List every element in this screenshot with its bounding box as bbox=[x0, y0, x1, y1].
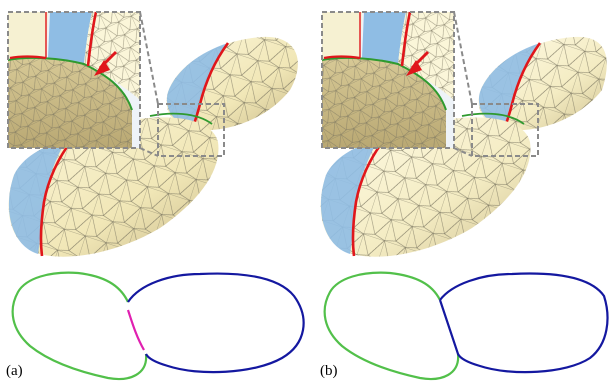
blue-region bbox=[478, 43, 540, 128]
contour-blue bbox=[127, 272, 305, 374]
panel-a: (a) bbox=[6, 11, 305, 381]
lower-ellipsoid bbox=[8, 112, 219, 257]
panel-a-contours bbox=[11, 271, 305, 381]
contour-blue bbox=[438, 272, 609, 374]
red-cut-curve bbox=[351, 139, 386, 257]
panel-b-contours bbox=[323, 271, 609, 381]
blue-region bbox=[320, 140, 378, 254]
upper-ellipsoid bbox=[166, 36, 298, 131]
arrow-icon bbox=[406, 50, 430, 76]
contact-boundary bbox=[149, 112, 213, 125]
blue-region bbox=[8, 140, 66, 254]
contour-magenta bbox=[126, 309, 145, 351]
contact-boundary bbox=[461, 112, 525, 125]
panel-a-caption: (a) bbox=[6, 363, 23, 379]
contour-green bbox=[11, 271, 148, 381]
arrow-icon bbox=[94, 50, 118, 76]
zoom-inset bbox=[321, 11, 539, 157]
contour-green bbox=[323, 271, 460, 381]
panel-b-caption: (b) bbox=[320, 363, 338, 379]
lower-ellipsoid bbox=[320, 112, 531, 257]
panel-b-mesh bbox=[320, 11, 607, 257]
zoom-inset bbox=[7, 11, 225, 157]
upper-ellipsoid bbox=[478, 36, 607, 131]
blue-region bbox=[166, 43, 228, 128]
panel-a-mesh bbox=[7, 11, 298, 257]
panel-b: (b) bbox=[320, 11, 609, 381]
red-cut-curve bbox=[39, 139, 74, 257]
